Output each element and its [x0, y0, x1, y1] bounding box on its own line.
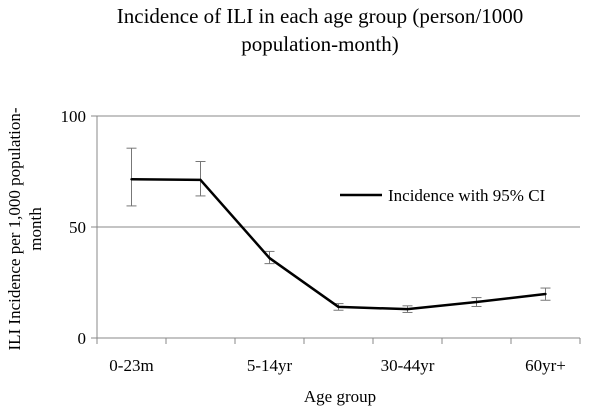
chart-title-line-2: population-month) [241, 32, 399, 56]
legend: Incidence with 95% CI [340, 186, 546, 205]
chart-title-line-1: Incidence of ILI in each age group (pers… [116, 4, 524, 28]
data-point-6 [544, 292, 547, 296]
x-tick-label-6: 60yr+ [525, 356, 566, 375]
data-point-3 [337, 305, 340, 309]
series-lines [130, 178, 547, 311]
y-axis-label: ILI Incidence per 1,000 population- mont… [5, 107, 45, 350]
x-axis: 0-23m 5-14yr 30-44yr 60yr+ [96, 337, 581, 375]
y-axis-label-line-1: ILI Incidence per 1,000 population- [5, 107, 24, 350]
y-tick-label-0: 0 [78, 329, 87, 348]
x-tick-label-0: 0-23m [109, 356, 153, 375]
data-point-2 [268, 256, 271, 260]
legend-label: Incidence with 95% CI [388, 186, 546, 205]
data-point-1 [199, 178, 202, 182]
data-point-0 [130, 178, 133, 181]
error-bar-0 [126, 147, 137, 207]
x-tick-label-4: 30-44yr [381, 356, 435, 375]
y-axis-label-line-2: month [26, 207, 45, 251]
y-tick-label-100: 100 [61, 107, 87, 126]
error-bars [126, 147, 551, 313]
chart-title: Incidence of ILI in each age group (pers… [60, 2, 580, 58]
data-point-5 [475, 300, 478, 304]
x-tick-label-2: 5-14yr [247, 356, 293, 375]
y-axis: 0 50 100 [61, 107, 98, 348]
y-tick-label-50: 50 [69, 218, 86, 237]
data-point-4 [406, 307, 409, 311]
gridlines [97, 115, 580, 228]
x-axis-label: Age group [304, 387, 376, 406]
